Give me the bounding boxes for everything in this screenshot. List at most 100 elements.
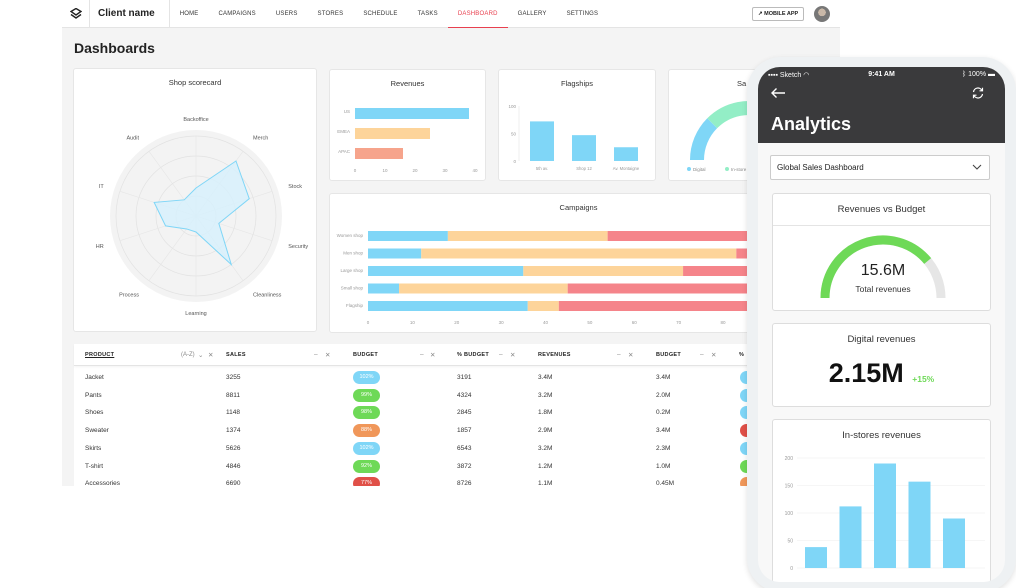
in-stores-revenues-card[interactable]: In-stores revenues 0 50 100 150 200 [772,419,991,582]
close-icon[interactable]: ✕ [711,352,717,359]
chevron-down-icon[interactable]: ⌄ [198,352,204,359]
revenues-x-tick: 40 [472,168,478,173]
digital-revenues-value: 2.15M [828,358,904,388]
table-header: PRODUCT (A-Z) ⌄ ✕ SALES – ✕ BUDGET – ✕ %… [74,344,840,366]
flagships-title: Flagships [560,79,594,88]
sales-legend-dot [687,167,691,171]
close-icon[interactable]: ✕ [208,352,214,359]
dashboard-select[interactable]: Global Sales Dashboard [770,155,990,180]
refresh-icon[interactable] [971,86,985,100]
minus-icon[interactable]: – [314,351,318,358]
flagships-category-label: Av. Montaigne [613,166,640,171]
gauge-subtitle: Total revenues [855,284,910,294]
revenues-category-label: APAC [338,149,351,154]
pct-budget-badge: 102% [353,441,380,455]
revenues-x-tick: 20 [412,168,418,173]
nav-item-dashboard[interactable]: DASHBOARD [447,0,508,28]
campaigns-bar-segment [368,248,422,259]
nav-item-stores[interactable]: STORES [317,10,344,17]
back-arrow-icon[interactable] [770,87,786,99]
campaigns-x-tick: 50 [587,320,593,325]
column-header-sales[interactable]: SALES [226,352,246,358]
sales-cell: 6690 [226,480,241,486]
mobile-app-button[interactable]: ↗ MOBILE APP [752,7,805,21]
minus-icon[interactable]: – [420,351,424,358]
pct-budget-badge: 77% [353,477,380,486]
battery-label: 100% [968,71,987,78]
campaigns-bar-segment [523,266,684,276]
table-row[interactable]: Sweater 1374 1857 2.9M 3.4M 88% [74,423,840,441]
carrier-label: Sketch [779,72,802,79]
table-row[interactable]: Accessories 6690 8726 1.1M 0.45M 77% [74,476,840,486]
digital-revenues-title: Digital revenues [847,334,916,345]
minus-icon[interactable]: – [499,351,503,358]
digital-revenues-card[interactable]: Digital revenues 2.15M +15% [772,323,991,407]
revenues-vs-budget-title: Revenues vs Budget [837,204,926,215]
product-cell: Shoes [85,409,104,417]
nav-item-gallery[interactable]: GALLERY [517,10,547,17]
revenues-bar [355,148,403,159]
budget-2-cell: 1.0M [656,462,671,470]
nav-item-tasks[interactable]: TASKS [417,10,438,17]
campaigns-bar-segment [399,283,568,294]
close-icon[interactable]: ✕ [430,352,436,359]
column-header-pct[interactable]: % [739,352,745,358]
minus-icon[interactable]: – [700,351,704,358]
nav-item-campaigns[interactable]: CAMPAIGNS [218,10,256,17]
pct-budget-badge: 99% [353,388,380,402]
dashboard-select-value: Global Sales Dashboard [777,163,864,172]
budget-cell: 2845 [457,409,472,417]
column-header-pct-budget[interactable]: % BUDGET [457,352,490,358]
phone-page-title: Analytics [771,114,852,134]
table-row[interactable]: T-shirt 4846 3872 1.2M 1.0M 92% [74,459,840,477]
radar-axis-label: Backoffice [183,117,208,123]
revenues-bar [355,128,430,139]
close-icon[interactable]: ✕ [628,352,634,359]
gauge-value: 15.6M [861,262,905,279]
pct-budget-badge: 88% [353,424,380,438]
campaigns-category-label: Women shop [337,233,364,238]
table-row[interactable]: Shoes 1148 2845 1.8M 0.2M 98% [74,405,840,423]
column-header-budget[interactable]: BUDGET [353,352,379,358]
top-navigation-bar: Client name HOME CAMPAIGNS USERS STORES SCHE… [62,0,840,28]
pct-budget-badge: 98% [353,406,380,420]
table-row[interactable]: Jacket 3255 3191 3.4M 3.4M 102% [74,370,840,388]
product-cell: T-shirt [85,462,104,470]
close-icon[interactable]: ✕ [325,352,331,359]
in-stores-y-tick: 0 [790,566,793,572]
main-nav: HOME CAMPAIGNS USERS STORES SCHEDULE TASKS DAS… [170,0,609,28]
status-carrier: ▪▪▪▪ Sketch ◠ [768,71,809,79]
phone-screen: ▪▪▪▪ Sketch ◠ 9:41 AM ᛒ 100% ▬ [758,67,1005,582]
app-logo-icon[interactable] [62,0,90,28]
campaigns-category-label: Men shop [343,251,363,256]
radar-axis-label: Audit [126,136,139,142]
product-cell: Pants [85,391,102,399]
nav-item-home[interactable]: HOME [179,10,199,17]
minus-icon[interactable]: – [617,351,621,358]
table-row[interactable]: Skirts 5626 6543 3.2M 2.3M 102% [74,441,840,459]
avatar[interactable] [814,6,830,22]
nav-item-schedule[interactable]: SCHEDULE [363,10,398,17]
client-name[interactable]: Client name [90,0,170,28]
radar-axis-label: Merch [253,136,268,142]
revenues-category-label: EMEA [337,129,350,134]
nav-item-settings[interactable]: SETTINGS [566,10,599,17]
table-row[interactable]: Pants 8811 4324 3.2M 2.0M 99% [74,388,840,406]
revenues-card: Revenues US EMEA APAC 0 10 20 30 40 [329,69,486,181]
nav-item-users[interactable]: USERS [275,10,298,17]
close-icon[interactable]: ✕ [510,352,516,359]
sales-cell: 1374 [226,427,241,435]
revenues-vs-budget-card[interactable]: Revenues vs Budget 15.6M Total revenues [772,193,991,311]
sort-label[interactable]: (A-Z) [181,352,195,358]
column-header-revenues[interactable]: REVENUES [538,352,571,358]
revenues-cell: 1.2M [538,462,553,470]
campaigns-x-tick: 70 [676,320,682,325]
budget-2-cell: 0.45M [656,480,675,486]
pct-budget-badge: 92% [353,459,380,473]
budget-cell: 6543 [457,444,472,452]
flagships-bar [614,147,638,161]
budget-2-cell: 0.2M [656,409,671,417]
column-header-budget-2[interactable]: BUDGET [656,352,682,358]
column-header-product[interactable]: PRODUCT [85,352,115,358]
budget-2-cell: 2.0M [656,391,671,399]
